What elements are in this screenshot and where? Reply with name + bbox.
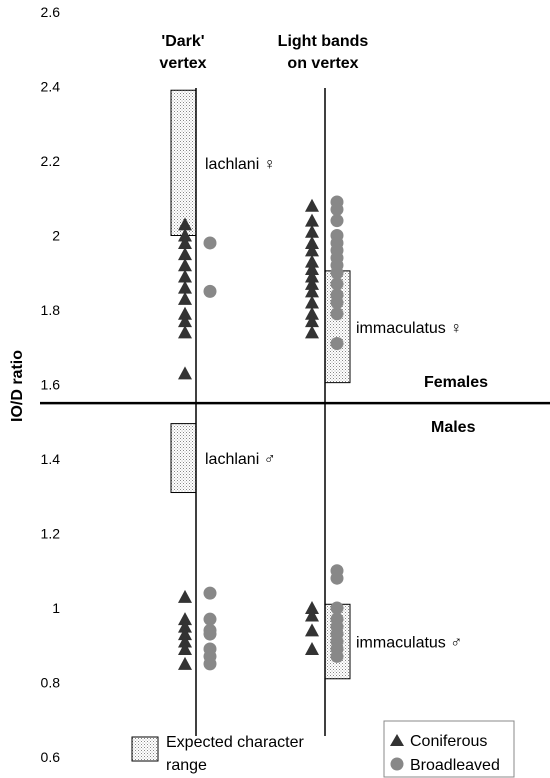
coniferous-marker	[178, 258, 192, 272]
coniferous-marker	[305, 254, 319, 268]
coniferous-marker	[305, 641, 319, 655]
coniferous-marker	[178, 217, 192, 231]
y-tick-label: 0.8	[41, 675, 61, 691]
coniferous-marker	[178, 291, 192, 305]
broadleaved-marker	[330, 266, 344, 280]
coniferous-marker	[305, 295, 319, 309]
range-label: immaculatus ♂	[356, 635, 462, 652]
broadleaved-marker	[330, 649, 344, 663]
y-tick-label: 2.4	[41, 79, 61, 95]
coniferous-marker	[305, 623, 319, 637]
legend-broadleaved-marker	[390, 757, 404, 771]
broadleaved-marker	[203, 586, 217, 600]
coniferous-marker	[178, 314, 192, 328]
coniferous-marker	[178, 325, 192, 339]
coniferous-marker	[305, 608, 319, 622]
coniferous-marker	[305, 306, 319, 320]
category-header-dark-line2: vertex	[159, 55, 206, 72]
legend-broadleaved-label: Broadleaved	[410, 757, 500, 774]
legend-coniferous-label: Coniferous	[410, 733, 487, 750]
coniferous-marker	[305, 235, 319, 249]
coniferous-marker	[305, 314, 319, 328]
legend-series: Coniferous Broadleaved	[383, 720, 515, 778]
coniferous-marker	[305, 198, 319, 212]
males-label: Males	[431, 419, 476, 436]
broadleaved-marker	[330, 337, 344, 351]
coniferous-marker	[178, 619, 192, 633]
coniferous-marker	[305, 224, 319, 238]
range-label: lachlani ♂	[205, 451, 276, 468]
data-markers	[178, 195, 344, 671]
category-lines	[195, 88, 326, 736]
broadleaved-marker	[330, 307, 344, 321]
coniferous-marker	[178, 634, 192, 648]
coniferous-marker	[178, 612, 192, 626]
expected-range-box	[170, 89, 197, 236]
coniferous-marker	[178, 641, 192, 655]
broadleaved-marker	[203, 627, 217, 641]
legend-coniferous-marker	[390, 734, 404, 746]
females-label: Females	[424, 374, 488, 391]
legend-range-swatch	[131, 736, 159, 762]
broadleaved-marker	[330, 277, 344, 291]
coniferous-marker	[178, 589, 192, 603]
y-tick-label: 0.6	[41, 749, 61, 765]
y-axis-ticks: 0.6 0.8 1 1.2 1.4 1.6 1.8 2 2.2 2.4 2.6	[41, 4, 61, 765]
category-header-light-line2: on vertex	[287, 55, 358, 72]
coniferous-marker	[305, 601, 319, 614]
coniferous-marker	[305, 262, 319, 276]
broadleaved-marker	[330, 601, 344, 615]
range-label: lachlani ♀	[205, 156, 276, 173]
coniferous-marker	[178, 366, 192, 380]
coniferous-marker	[178, 627, 192, 641]
coniferous-marker	[305, 269, 319, 283]
broadleaved-marker	[330, 296, 344, 310]
legend-range: Expected character range	[131, 734, 305, 774]
y-tick-label: 2	[52, 228, 60, 244]
broadleaved-marker	[330, 214, 344, 228]
range-label: immaculatus ♀	[356, 320, 462, 337]
coniferous-marker	[178, 269, 192, 283]
category-header-dark-line1: 'Dark'	[161, 33, 204, 50]
legend-box	[383, 720, 515, 778]
broadleaved-marker	[330, 571, 344, 585]
coniferous-marker	[305, 213, 319, 227]
y-axis-title: IO/D ratio	[9, 350, 26, 422]
coniferous-marker	[305, 325, 319, 339]
broadleaved-marker	[203, 612, 217, 626]
coniferous-marker	[178, 656, 192, 670]
range-labels: lachlani ♀ lachlani ♂ immaculatus ♀ immacul…	[205, 156, 462, 652]
legend-range-label-line1: Expected character	[166, 734, 305, 751]
y-tick-label: 2.6	[41, 4, 61, 20]
y-tick-label: 1.8	[41, 302, 61, 318]
coniferous-marker	[178, 280, 192, 294]
coniferous-marker	[178, 235, 192, 249]
y-tick-label: 1.2	[41, 526, 61, 542]
category-header-light-line1: Light bands	[278, 33, 369, 50]
y-tick-label: 1.4	[41, 451, 61, 467]
y-tick-label: 2.2	[41, 153, 61, 169]
coniferous-marker	[305, 276, 319, 290]
y-tick-label: 1.6	[41, 377, 61, 393]
broadleaved-marker	[203, 284, 217, 298]
coniferous-marker	[305, 243, 319, 257]
coniferous-marker	[305, 284, 319, 298]
broadleaved-marker	[203, 236, 217, 250]
expected-ranges	[170, 89, 351, 680]
coniferous-marker	[178, 247, 192, 261]
y-tick-label: 1	[52, 600, 60, 616]
expected-range-box	[170, 423, 197, 494]
coniferous-marker	[178, 228, 192, 242]
broadleaved-marker	[203, 657, 217, 671]
legend-range-label-line2: range	[166, 757, 207, 774]
coniferous-marker	[178, 306, 192, 320]
broadleaved-marker	[330, 202, 344, 216]
